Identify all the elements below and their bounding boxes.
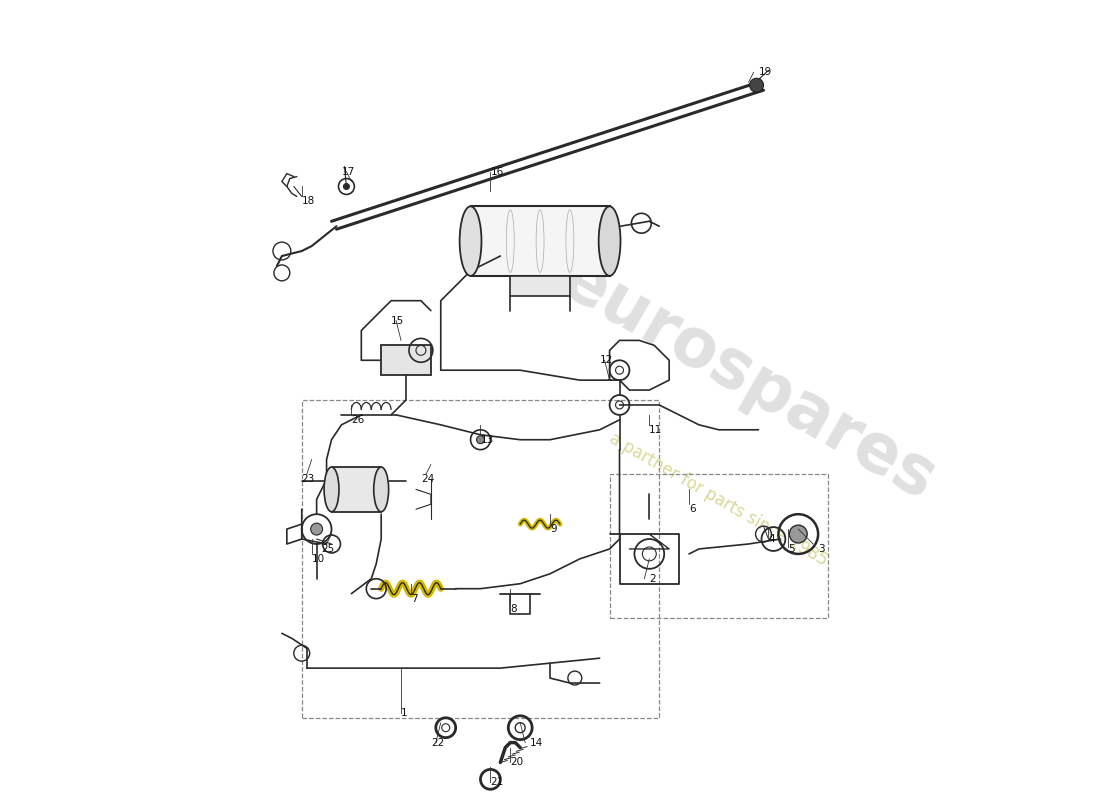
- Text: 21: 21: [491, 778, 504, 787]
- Text: 17: 17: [341, 166, 354, 177]
- Text: 5: 5: [789, 544, 795, 554]
- Bar: [301, 400, 659, 718]
- Text: eurospares: eurospares: [550, 246, 947, 514]
- Text: 2: 2: [649, 574, 656, 584]
- Text: 4: 4: [769, 534, 776, 544]
- Circle shape: [310, 523, 322, 535]
- Text: 22: 22: [431, 738, 444, 748]
- Ellipse shape: [460, 206, 482, 276]
- Text: 1: 1: [402, 708, 408, 718]
- Ellipse shape: [324, 467, 339, 512]
- Bar: [510, 276, 570, 296]
- Text: 3: 3: [818, 544, 825, 554]
- Text: 24: 24: [421, 474, 434, 485]
- Text: 12: 12: [600, 355, 613, 366]
- Text: 8: 8: [510, 603, 517, 614]
- Text: 19: 19: [759, 67, 772, 78]
- Text: 15: 15: [392, 315, 405, 326]
- Text: 16: 16: [491, 166, 504, 177]
- Text: 23: 23: [301, 474, 315, 485]
- Circle shape: [476, 436, 484, 444]
- Text: a partner for parts since 1985: a partner for parts since 1985: [606, 430, 832, 570]
- Text: 10: 10: [311, 554, 324, 564]
- Bar: [331, 467, 382, 512]
- Text: 11: 11: [649, 425, 662, 434]
- Ellipse shape: [374, 467, 388, 512]
- Text: 18: 18: [301, 196, 315, 206]
- Bar: [471, 206, 609, 276]
- Text: 14: 14: [530, 738, 543, 748]
- Text: 7: 7: [411, 594, 418, 604]
- Circle shape: [790, 525, 807, 543]
- Text: 25: 25: [321, 544, 334, 554]
- Ellipse shape: [598, 206, 620, 276]
- Circle shape: [749, 78, 763, 92]
- Text: 13: 13: [481, 434, 494, 445]
- Text: 26: 26: [351, 415, 364, 425]
- Bar: [382, 346, 431, 375]
- Circle shape: [343, 183, 350, 190]
- Text: 20: 20: [510, 758, 524, 767]
- Text: 6: 6: [689, 504, 695, 514]
- Bar: [609, 474, 828, 618]
- Text: 9: 9: [550, 524, 557, 534]
